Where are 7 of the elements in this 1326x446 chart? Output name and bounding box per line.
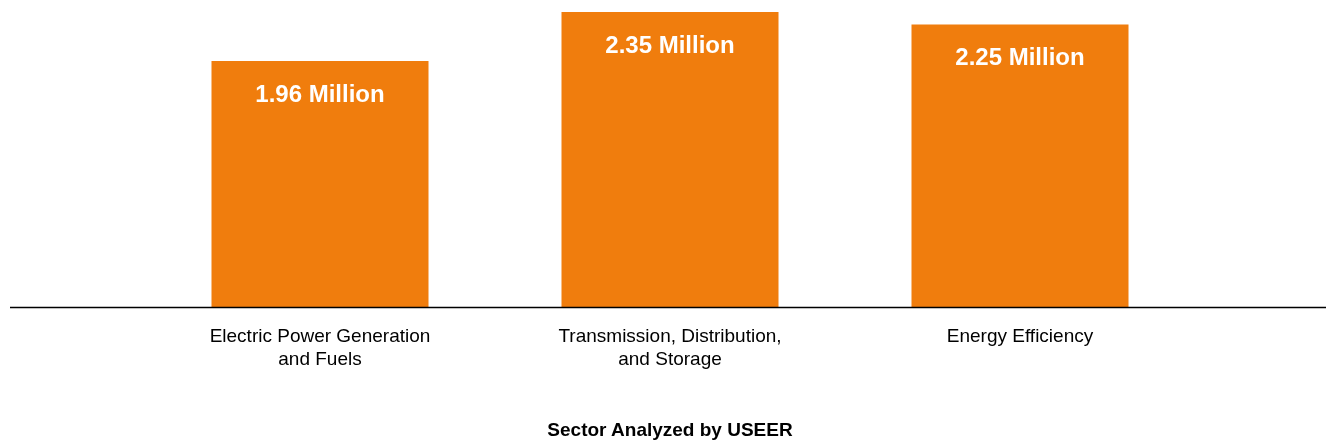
x-axis-title: Sector Analyzed by USEER <box>547 418 793 440</box>
data-label: 2.25 Million <box>955 43 1085 71</box>
data-label: 2.35 Million <box>605 30 735 58</box>
x-tick-label: Transmission, Distribution, and Storage <box>558 325 782 370</box>
x-tick-label: Energy Efficiency <box>946 325 1094 347</box>
x-tick-label: Electric Power Generation and Fuels <box>209 325 431 370</box>
data-label: 1.96 Million <box>255 79 385 107</box>
